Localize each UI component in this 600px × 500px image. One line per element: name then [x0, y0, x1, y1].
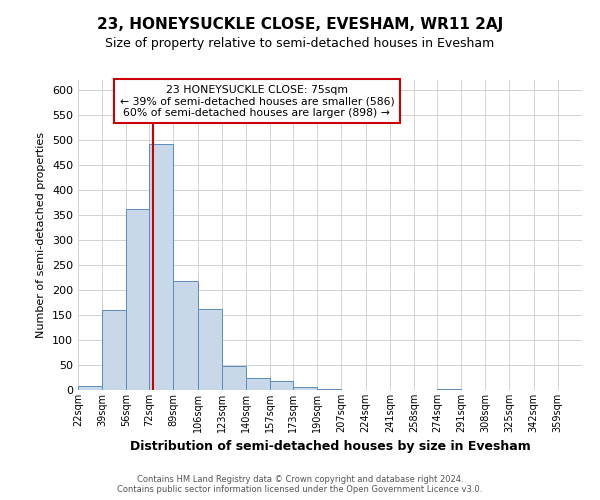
Bar	[437, 389, 461, 390]
Y-axis label: Number of semi-detached properties: Number of semi-detached properties	[37, 132, 46, 338]
Text: Contains public sector information licensed under the Open Government Licence v3: Contains public sector information licen…	[118, 485, 482, 494]
Text: 23 HONEYSUCKLE CLOSE: 75sqm
← 39% of semi-detached houses are smaller (586)
60% : 23 HONEYSUCKLE CLOSE: 75sqm ← 39% of sem…	[119, 84, 394, 118]
Text: Size of property relative to semi-detached houses in Evesham: Size of property relative to semi-detach…	[106, 38, 494, 51]
Text: Contains HM Land Registry data © Crown copyright and database right 2024.: Contains HM Land Registry data © Crown c…	[137, 475, 463, 484]
Bar	[293, 386, 317, 390]
X-axis label: Distribution of semi-detached houses by size in Evesham: Distribution of semi-detached houses by …	[130, 440, 530, 454]
Bar	[222, 366, 246, 390]
Bar	[197, 308, 222, 390]
Bar	[127, 209, 149, 390]
Bar	[78, 386, 102, 390]
Text: 23, HONEYSUCKLE CLOSE, EVESHAM, WR11 2AJ: 23, HONEYSUCKLE CLOSE, EVESHAM, WR11 2AJ	[97, 18, 503, 32]
Bar	[317, 389, 341, 390]
Bar	[149, 144, 173, 390]
Bar	[246, 378, 270, 390]
Bar	[270, 381, 293, 390]
Bar	[173, 281, 197, 390]
Bar	[102, 310, 127, 390]
